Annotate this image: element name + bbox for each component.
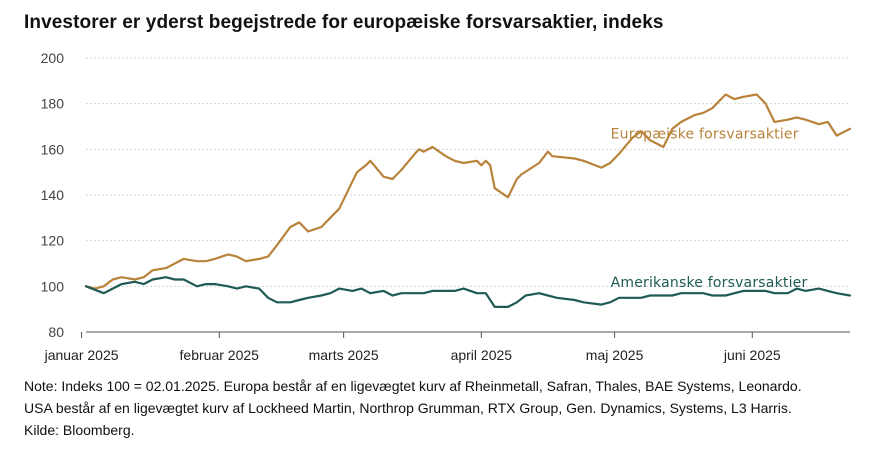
y-axis-ticks: 80 100 120 140 160 180 200 (41, 50, 65, 340)
series-lines (84, 93, 852, 308)
series-labels: Europæiske forsvarsaktier Amerikanske for… (611, 126, 808, 290)
series-line-usa (84, 276, 852, 308)
source-line: Kilde: Bloomberg. (24, 422, 135, 438)
note-line-1: Note: Indeks 100 = 02.01.2025. Europa be… (24, 378, 802, 394)
x-axis: januar 2025 februar 2025 marts 2025 april 2… (44, 331, 850, 363)
x-tick-label-3: april 2025 (451, 347, 513, 363)
x-tick-label-5: juni 2025 (723, 347, 781, 363)
y-tick-label-80: 80 (48, 324, 64, 340)
y-tick-label-180: 180 (41, 96, 65, 112)
series-line-europe (84, 93, 852, 290)
x-tick-label-2: marts 2025 (309, 347, 379, 363)
chart-title: Investorer er yderst begejstrede for eur… (24, 12, 664, 33)
y-tick-label-120: 120 (41, 233, 65, 249)
line-chart: 80 100 120 140 160 180 200 januar 2025 februar … (0, 44, 888, 370)
gridlines (86, 57, 850, 287)
y-tick-label-140: 140 (41, 187, 65, 203)
note-line-2: USA består af en ligevægtet kurv af Lock… (24, 400, 792, 416)
y-tick-label-100: 100 (41, 278, 65, 294)
x-tick-label-1: februar 2025 (180, 347, 260, 363)
x-tick-label-0: januar 2025 (44, 347, 119, 363)
chart-svg: 80 100 120 140 160 180 200 januar 2025 februar … (41, 50, 852, 363)
chart-notes: Note: Indeks 100 = 02.01.2025. Europa be… (24, 375, 802, 441)
y-tick-label-200: 200 (41, 50, 65, 66)
series-label-usa: Amerikanske forsvarsaktier (611, 275, 808, 291)
x-tick-label-4: maj 2025 (586, 347, 644, 363)
y-tick-label-160: 160 (41, 141, 65, 157)
series-label-europe: Europæiske forsvarsaktier (611, 126, 799, 142)
